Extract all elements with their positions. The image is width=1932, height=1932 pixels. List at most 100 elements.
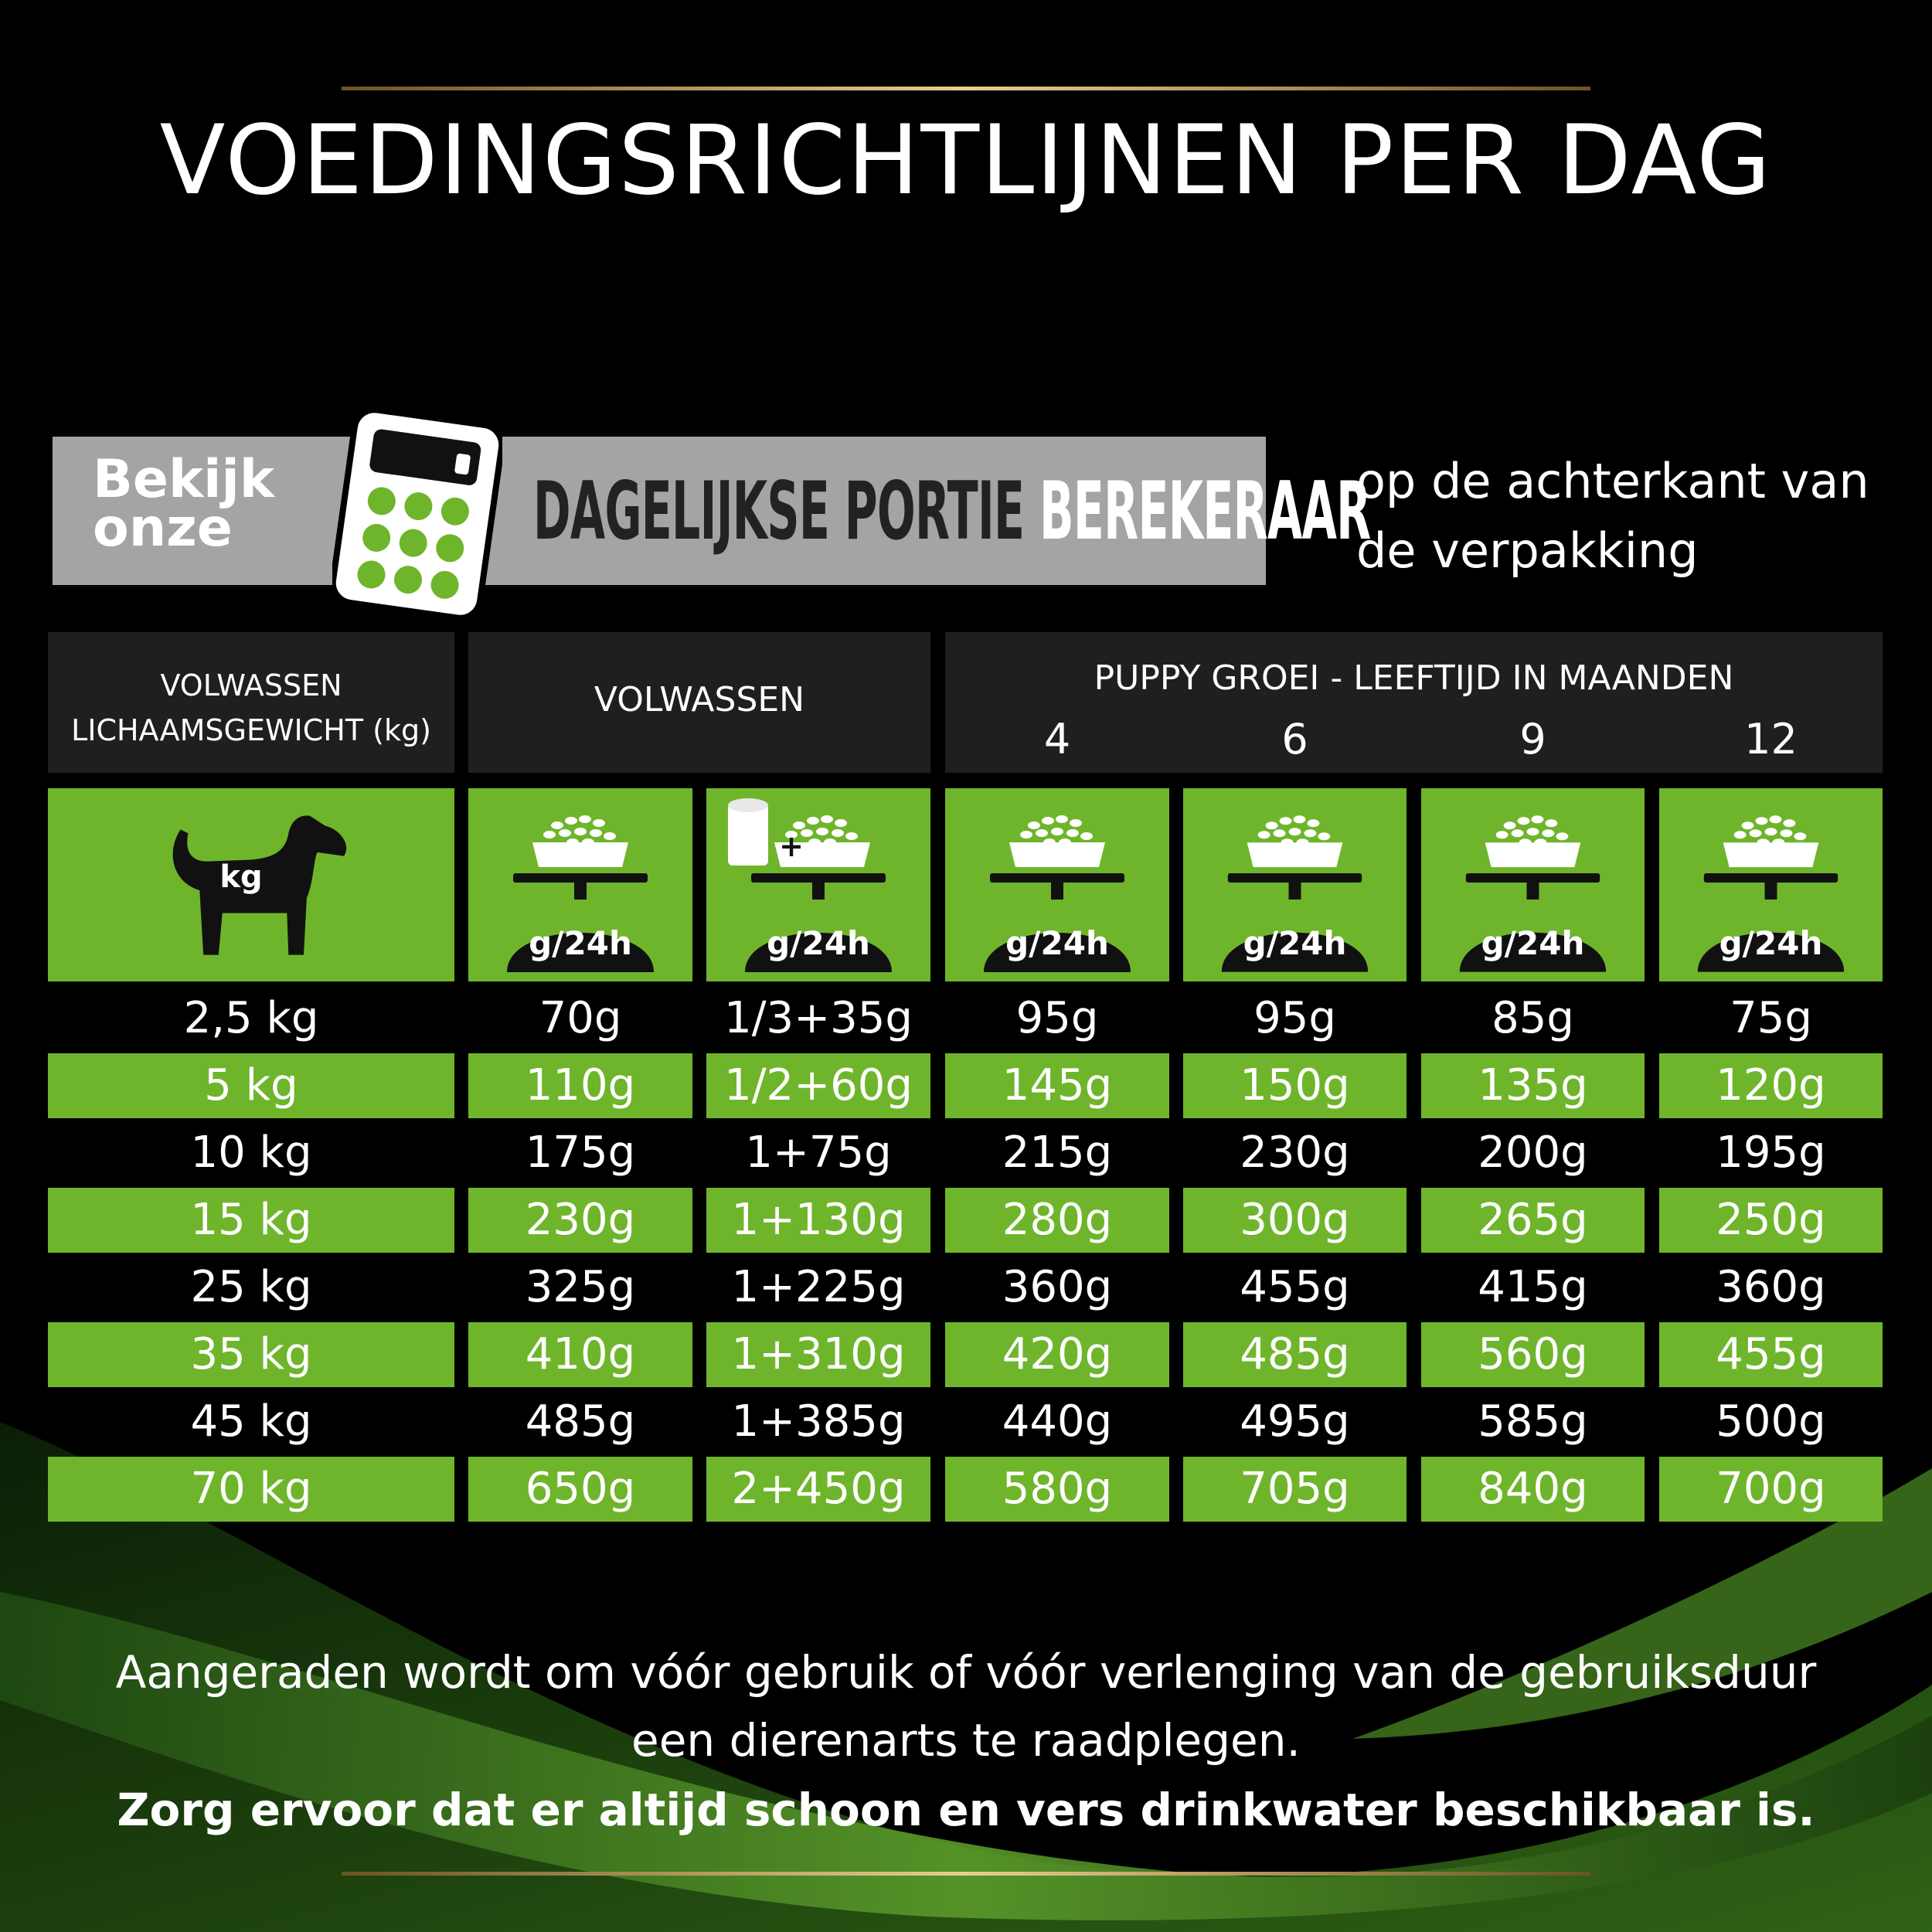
portion-cell: 410g: [468, 1322, 692, 1387]
portion-cell: 360g: [1002, 1262, 1113, 1312]
unit-label: g/24h: [1005, 924, 1109, 962]
portion-cell: 135g: [1421, 1053, 1645, 1118]
calculator-banner: [53, 437, 1266, 585]
weight-cell: 70 kg: [48, 1457, 454, 1522]
unit-label: g/24h: [529, 924, 632, 962]
header-puppy-label: PUPPY GROEI - LEEFTIJD IN MAANDEN: [1094, 658, 1734, 698]
header-adult-label: VOLWASSEN: [594, 680, 805, 719]
portion-cell: 110g: [468, 1053, 692, 1118]
puppy-age-9: 9: [1519, 715, 1546, 764]
portion-cell: 585g: [1478, 1396, 1588, 1447]
calculator-icon: [332, 406, 502, 621]
portion-cell: 495g: [1240, 1396, 1350, 1447]
portion-cell: 1+75g: [745, 1128, 892, 1178]
portion-cell: 840g: [1421, 1457, 1645, 1522]
portion-cell: 1/2+60g: [706, 1053, 930, 1118]
portion-cell: 1/3+35g: [724, 993, 913, 1043]
header-weight-line2: LICHAAMSGEWICHT (kg): [71, 713, 431, 747]
dog-icon: [172, 815, 347, 955]
icon-cell-6: g/24h: [1659, 788, 1883, 981]
portion-cell: 1+310g: [706, 1322, 930, 1387]
header-puppy: PUPPY GROEI - LEEFTIJD IN MAANDEN: [945, 632, 1883, 773]
banner-heading-light: BEREKERAAR: [1039, 465, 1371, 558]
portion-cell: 705g: [1183, 1457, 1406, 1522]
portion-cell: 265g: [1421, 1188, 1645, 1253]
portion-cell: 70g: [539, 993, 622, 1043]
icon-cell-2: + g/24h: [706, 788, 930, 981]
banner-note-line1: op de achterkant van: [1356, 453, 1869, 509]
portion-cell: 280g: [945, 1188, 1169, 1253]
dry-food-bowl-icon: [1247, 814, 1343, 868]
scale-icon: [1697, 814, 1845, 972]
calculator-banner-heading: DAGELIJKSE PORTIE BEREKERAAR: [533, 465, 1371, 558]
portion-cell: 150g: [1183, 1053, 1406, 1118]
portion-cell: 200g: [1478, 1128, 1588, 1178]
dry-food-bowl-icon: [532, 814, 628, 867]
header-weight: VOLWASSEN LICHAAMSGEWICHT (kg): [48, 632, 454, 773]
portion-cell: 1+385g: [731, 1396, 906, 1447]
icon-cell-3: g/24h: [945, 788, 1169, 981]
portion-cell: 700g: [1659, 1457, 1883, 1522]
portion-cell: 75g: [1730, 993, 1812, 1043]
portion-cell: 85g: [1492, 993, 1574, 1043]
scale-icon: [507, 814, 654, 972]
portion-cell: 1+130g: [706, 1188, 930, 1253]
header-weight-line1: VOLWASSEN: [160, 668, 342, 702]
unit-label: g/24h: [767, 924, 870, 962]
portion-cell: 455g: [1240, 1262, 1350, 1312]
portion-cell: 250g: [1659, 1188, 1883, 1253]
portion-cell: 195g: [1716, 1128, 1826, 1178]
unit-label: g/24h: [1481, 924, 1585, 962]
weight-cell: 35 kg: [48, 1322, 454, 1387]
scale-icon: [1221, 814, 1369, 972]
portion-cell: 300g: [1183, 1188, 1406, 1253]
banner-note-line2: de verpakking: [1356, 522, 1699, 579]
portion-cell: 560g: [1421, 1322, 1645, 1387]
weight-cell: 45 kg: [190, 1396, 312, 1447]
puppy-age-6: 6: [1281, 715, 1308, 764]
portion-cell: 325g: [525, 1262, 636, 1312]
svg-text:+: +: [779, 829, 804, 863]
icon-cell-4: g/24h: [1183, 788, 1406, 981]
portion-cell: 455g: [1659, 1322, 1883, 1387]
weight-cell: 25 kg: [190, 1262, 312, 1312]
portion-cell: 360g: [1716, 1262, 1826, 1312]
unit-label: g/24h: [1243, 924, 1347, 962]
portion-cell: 95g: [1253, 993, 1336, 1043]
puppy-age-12: 12: [1744, 715, 1798, 764]
portion-cell: 415g: [1478, 1262, 1588, 1312]
portion-cell: 420g: [945, 1322, 1169, 1387]
weight-cell: 5 kg: [48, 1053, 454, 1118]
scale-icon: [1459, 814, 1607, 972]
puppy-age-4: 4: [1043, 715, 1071, 764]
icon-cell-1: g/24h: [468, 788, 692, 981]
page-title: VOEDINGSRICHTLIJNEN PER DAG: [159, 105, 1773, 216]
dry-food-bowl-icon: [1485, 814, 1581, 868]
scale-icon: +: [728, 798, 892, 972]
unit-label: g/24h: [1719, 924, 1823, 962]
top-gold-rule: [342, 87, 1590, 90]
portion-cell: 440g: [1002, 1396, 1113, 1447]
portion-cell: 1+225g: [731, 1262, 906, 1312]
portion-cell: 175g: [525, 1128, 636, 1178]
banner-lead-line1: Bekijk: [93, 449, 275, 510]
advice-line2: een dierenarts te raadplegen.: [631, 1714, 1301, 1767]
header-adult: VOLWASSEN: [468, 632, 930, 773]
portion-cell: 95g: [1015, 993, 1099, 1043]
portion-cell: 230g: [468, 1188, 692, 1253]
portion-cell: 500g: [1716, 1396, 1826, 1447]
icon-cell-weight: kg: [48, 788, 454, 981]
bottom-gold-rule: [342, 1872, 1590, 1876]
icon-cell-5: g/24h: [1421, 788, 1645, 981]
dry-food-bowl-icon: [774, 814, 870, 867]
portion-cell: 215g: [1002, 1128, 1113, 1178]
weight-icon-label: kg: [219, 859, 263, 895]
portion-cell: 230g: [1240, 1128, 1350, 1178]
portion-cell: 650g: [468, 1457, 692, 1522]
dry-food-bowl-icon: [1723, 814, 1819, 868]
scale-icon: [984, 814, 1131, 972]
portion-cell: 485g: [1183, 1322, 1406, 1387]
advice-line1: Aangeraden wordt om vóór gebruik of vóór…: [115, 1646, 1817, 1699]
water-note: Zorg ervoor dat er altijd schoon en vers…: [117, 1784, 1815, 1836]
